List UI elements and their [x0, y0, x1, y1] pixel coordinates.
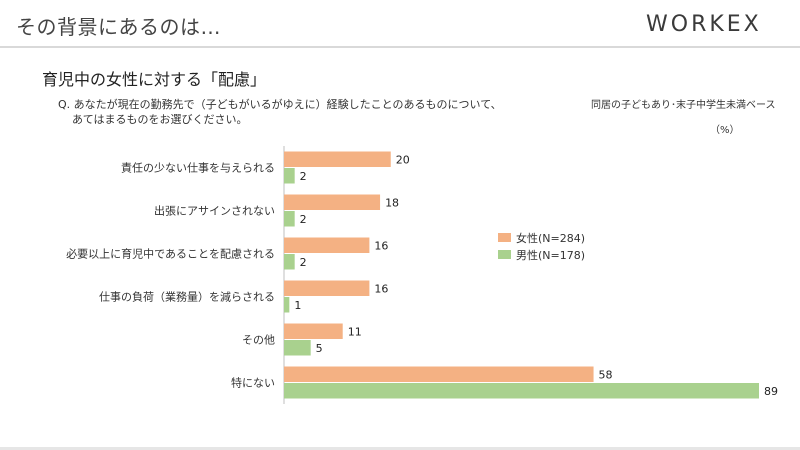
bar-female [284, 151, 391, 167]
question-line-1: Q. あなたが現在の勤務先で（子どもがいるがゆえに）経験したことのあるものについ… [58, 98, 502, 111]
category-label: 出張にアサインされない [154, 204, 275, 218]
bar-male [284, 297, 290, 313]
chart-legend: 女性(N=284) 男性(N=178) [498, 229, 585, 263]
data-label-female: 16 [374, 282, 388, 295]
question-line-2: あてはまるものをお選びください。 [72, 113, 248, 126]
bar-male [284, 254, 295, 270]
page-title: その背景にあるのは… [16, 15, 221, 39]
legend-label-female: 女性(N=284) [516, 231, 586, 245]
data-label-male: 2 [300, 213, 307, 226]
bar-male [284, 340, 311, 356]
data-label-female: 11 [348, 325, 362, 338]
category-label: 特にない [231, 376, 275, 390]
data-label-male: 2 [300, 170, 307, 183]
unit-note: （%） [710, 125, 740, 136]
bar-female [284, 323, 343, 339]
legend-swatch-female [498, 233, 511, 242]
category-label: 必要以上に育児中であることを配慮される [66, 247, 275, 261]
data-label-female: 58 [599, 368, 613, 381]
legend-item-female: 女性(N=284) [498, 229, 585, 246]
data-label-male: 1 [294, 299, 301, 312]
footer-divider [0, 447, 800, 450]
category-label: 責任の少ない仕事を与えられる [121, 161, 275, 175]
bar-female [284, 194, 381, 210]
data-label-female: 20 [396, 153, 410, 166]
workex-logo: WORKEX [646, 12, 762, 37]
bar-male [284, 211, 295, 227]
question-text: Q. あなたが現在の勤務先で（子どもがいるがゆえに）経験したことのあるものについ… [58, 97, 502, 127]
bar-female [284, 366, 594, 382]
category-label: その他 [242, 334, 275, 347]
bar-male [284, 383, 759, 399]
bar-female [284, 280, 370, 296]
legend-item-male: 男性(N=178) [498, 246, 585, 263]
data-label-male: 2 [300, 256, 307, 269]
bar-female [284, 237, 370, 253]
data-label-female: 18 [385, 196, 399, 209]
header-divider [0, 46, 800, 48]
legend-label-male: 男性(N=178) [516, 248, 586, 262]
base-note: 同居の子どもあり･末子中学生未満ベース [591, 100, 776, 111]
legend-swatch-male [498, 250, 511, 259]
category-label: 仕事の負荷（業務量）を減らされる [99, 290, 275, 304]
data-label-female: 16 [374, 239, 388, 252]
bar-male [284, 168, 295, 184]
data-label-male: 5 [316, 342, 323, 355]
header-bar: その背景にあるのは… WORKEX [0, 0, 800, 48]
data-label-male: 89 [764, 385, 778, 398]
slide-title: 育児中の女性に対する「配慮」 [42, 70, 267, 89]
